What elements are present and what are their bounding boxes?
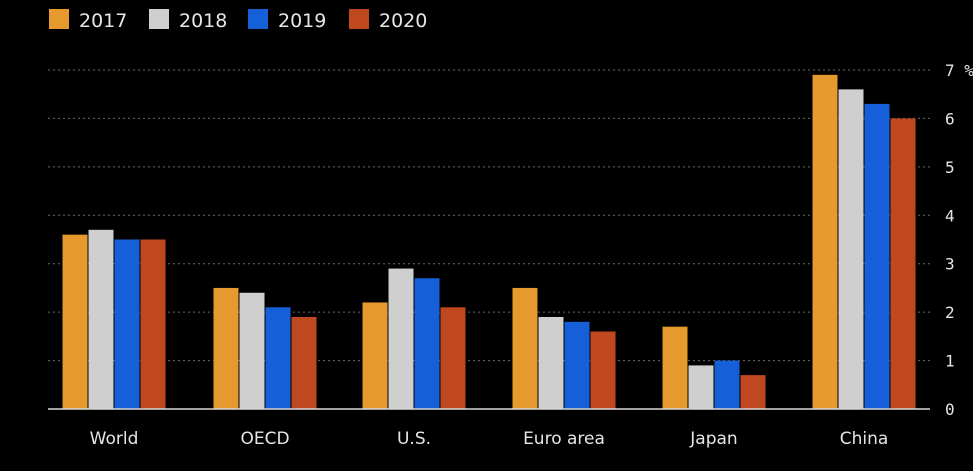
bar-china-2019 <box>864 103 890 410</box>
y-tick-label: 2 <box>945 303 955 322</box>
y-axis-ticks: 0 1 2 3 4 5 6 7 % <box>945 61 973 419</box>
bar-japan-2017 <box>662 326 688 409</box>
legend-swatch-2019 <box>248 9 268 29</box>
x-category-label: Japan <box>689 429 737 449</box>
bar-world-2017 <box>62 234 88 409</box>
bar-world-2020 <box>140 239 166 409</box>
bar-euro-area-2017 <box>512 287 538 409</box>
bar-world-2019 <box>114 239 140 409</box>
y-tick-label: 5 <box>945 158 955 177</box>
bar-japan-2019 <box>714 360 740 409</box>
y-tick-label: 0 <box>945 400 955 419</box>
legend-label-2019: 2019 <box>278 10 326 32</box>
y-tick-label: 1 <box>945 352 955 371</box>
bar-china-2018 <box>838 89 864 409</box>
bar-oecd-2017 <box>213 287 239 409</box>
x-axis-labels: World OECD U.S. Euro area Japan China <box>90 429 889 449</box>
bar-oecd-2019 <box>265 307 291 409</box>
bar-japan-2020 <box>740 375 766 409</box>
bar-u-s--2020 <box>440 307 466 409</box>
bar-euro-area-2020 <box>590 331 616 409</box>
legend: 2017 2018 2019 2020 <box>49 9 427 32</box>
bar-u-s--2019 <box>414 278 440 409</box>
bar-euro-area-2019 <box>564 321 590 409</box>
legend-swatch-2017 <box>49 9 69 29</box>
legend-label-2020: 2020 <box>379 10 427 32</box>
legend-label-2017: 2017 <box>79 10 127 32</box>
bar-u-s--2018 <box>388 268 414 409</box>
legend-swatch-2020 <box>349 9 369 29</box>
y-tick-label: 3 <box>945 255 955 274</box>
y-tick-label: 4 <box>945 206 955 225</box>
x-category-label: Euro area <box>523 429 605 449</box>
bar-euro-area-2018 <box>538 316 564 409</box>
y-tick-label: 6 <box>945 109 955 128</box>
bar-world-2018 <box>88 229 114 409</box>
y-tick-label: 7 % <box>945 61 973 80</box>
x-category-label: China <box>840 429 889 449</box>
legend-label-2018: 2018 <box>179 10 227 32</box>
bar-oecd-2018 <box>239 292 265 409</box>
gridlines <box>48 69 930 362</box>
bar-u-s--2017 <box>362 302 388 409</box>
x-category-label: U.S. <box>397 429 431 449</box>
x-category-label: World <box>90 429 139 449</box>
bar-china-2017 <box>812 74 838 409</box>
bar-japan-2018 <box>688 365 714 409</box>
x-category-label: OECD <box>240 429 289 449</box>
bars <box>62 74 916 410</box>
bar-china-2020 <box>890 118 916 409</box>
bar-oecd-2020 <box>291 316 317 409</box>
legend-swatch-2018 <box>149 9 169 29</box>
